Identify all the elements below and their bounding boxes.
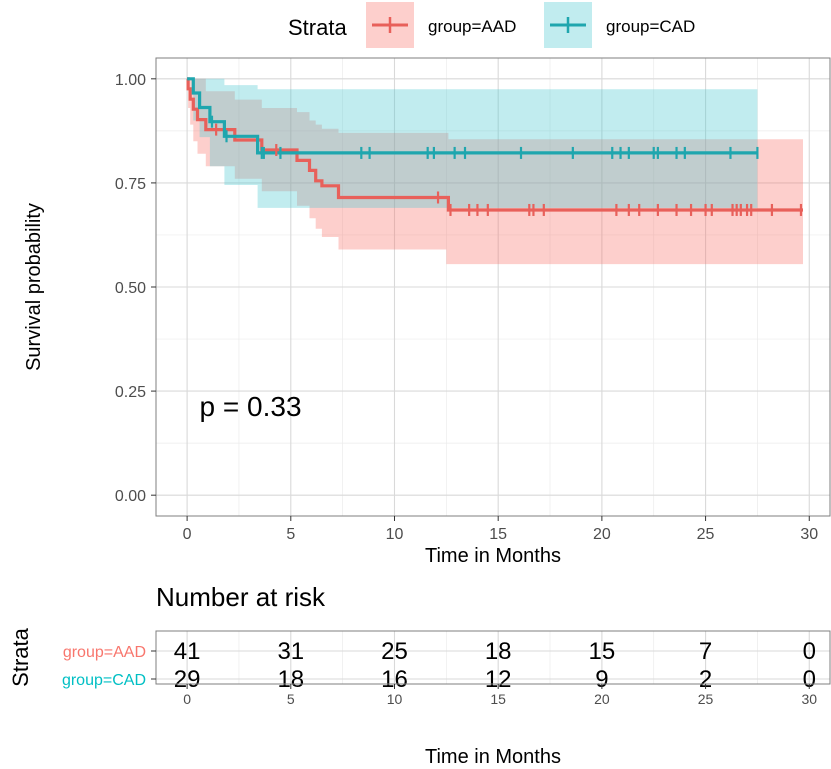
survival-plot: 0.00 0.25 0.50 0.75 1.00 0 5 10 15 20 25 30 Surviv… xyxy=(23,57,831,567)
risk-value-aad: 18 xyxy=(485,638,512,665)
risk-row-label-aad: group=AAD xyxy=(63,644,146,661)
x-tick-label: 30 xyxy=(800,526,818,543)
risk-value-aad: 15 xyxy=(589,638,616,665)
risk-x-tick-label: 5 xyxy=(287,691,295,707)
survival-curve-cad xyxy=(187,77,758,155)
confidence-band-cad xyxy=(187,78,758,208)
y-tick-label: 0.25 xyxy=(115,384,146,401)
risk-value-aad: 31 xyxy=(277,638,304,665)
censor-marks xyxy=(210,115,803,216)
risk-x-tick-label: 20 xyxy=(594,691,610,707)
risk-value-cad: 9 xyxy=(595,666,608,693)
risk-x-tick-label: 15 xyxy=(490,691,506,707)
risk-table-row-labels: group=AAD group=CAD xyxy=(62,644,156,689)
p-value-annotation: p = 0.33 xyxy=(200,391,302,422)
x-axis-label: Time in Months xyxy=(425,545,561,567)
y-axis-label: Survival probability xyxy=(23,203,45,371)
x-tick-label: 20 xyxy=(593,526,611,543)
legend-item-cad: group=CAD xyxy=(544,2,695,48)
x-tick-label: 5 xyxy=(286,526,295,543)
legend-label-aad: group=AAD xyxy=(428,17,516,36)
y-tick-label: 0.50 xyxy=(115,280,146,297)
risk-table-grid xyxy=(156,631,830,684)
confidence-bands xyxy=(187,78,804,265)
risk-table: Number at risk 41 31 25 18 15 7 029 18 16 12 9 2 0 g… xyxy=(8,582,831,768)
risk-table-background xyxy=(156,631,830,684)
survival-grid xyxy=(156,58,830,516)
y-tick-label: 0.75 xyxy=(115,176,146,193)
survival-curves xyxy=(186,77,803,212)
legend-title: Strata xyxy=(288,15,347,40)
risk-table-title: Number at risk xyxy=(156,582,326,612)
risk-table-values: 41 31 25 18 15 7 029 18 16 12 9 2 0 xyxy=(174,638,816,693)
survival-curve-aad xyxy=(186,77,803,212)
risk-value-cad: 0 xyxy=(803,666,816,693)
risk-table-x-ticks: 0 5 10 15 20 25 30 xyxy=(183,684,817,707)
risk-table-x-axis-label: Time in Months xyxy=(425,746,561,768)
risk-x-tick-label: 10 xyxy=(387,691,403,707)
legend-item-aad: group=AAD xyxy=(366,2,516,48)
y-axis-ticks: 0.00 0.25 0.50 0.75 1.00 xyxy=(115,72,156,505)
y-tick-label: 0.00 xyxy=(115,488,146,505)
y-tick-label: 1.00 xyxy=(115,72,146,89)
x-tick-label: 25 xyxy=(697,526,715,543)
risk-row-label-cad: group=CAD xyxy=(62,672,146,689)
risk-value-aad: 25 xyxy=(381,638,408,665)
legend: Strata group=AAD group=CAD xyxy=(288,2,695,48)
risk-value-aad: 41 xyxy=(174,638,201,665)
risk-table-strata-label: Strata xyxy=(8,627,33,686)
risk-value-aad: 7 xyxy=(699,638,712,665)
risk-table-border xyxy=(155,630,831,685)
x-tick-label: 0 xyxy=(183,526,192,543)
x-tick-label: 15 xyxy=(489,526,507,543)
risk-x-tick-label: 0 xyxy=(183,691,191,707)
x-tick-label: 10 xyxy=(386,526,404,543)
legend-label-cad: group=CAD xyxy=(606,17,695,36)
risk-value-aad: 0 xyxy=(803,638,816,665)
x-axis-ticks: 0 5 10 15 20 25 30 xyxy=(183,516,818,543)
confidence-band-aad xyxy=(187,78,804,265)
risk-x-tick-label: 30 xyxy=(801,691,817,707)
risk-x-tick-label: 25 xyxy=(698,691,714,707)
risk-value-cad: 2 xyxy=(699,666,712,693)
